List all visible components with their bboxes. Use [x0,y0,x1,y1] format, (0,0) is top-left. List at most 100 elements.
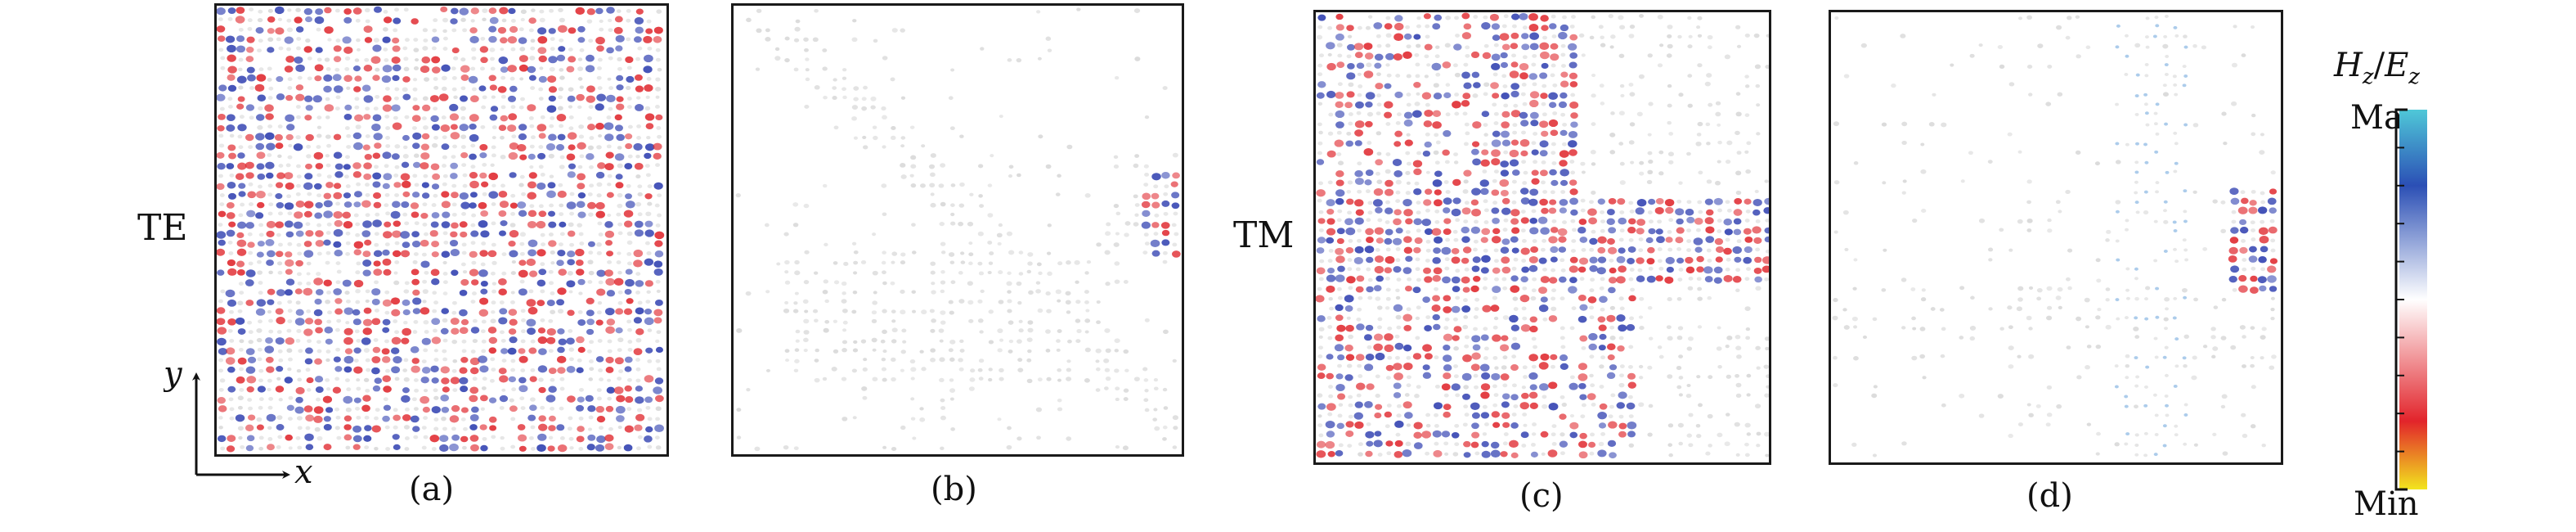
field-dot [1540,431,1549,438]
field-dot [1348,121,1353,126]
field-dot [1704,217,1714,225]
field-dot [267,153,272,157]
field-dot [2221,394,2228,399]
field-dot [1433,323,1441,331]
field-dot [1008,174,1013,178]
field-dot [1463,142,1469,147]
field-dot [343,415,352,422]
field-dot [604,163,614,171]
field-dot [1443,333,1453,341]
field-dot [2143,102,2148,106]
field-dot [1462,354,1472,363]
field-dot [410,415,420,423]
field-dot [891,251,898,256]
field-dot [1756,132,1761,136]
field-dot [1921,208,1927,213]
field-dot [372,346,381,354]
field-dot [538,165,544,169]
field-dot [558,183,563,187]
field-dot [900,289,905,294]
field-dot [1590,150,1596,155]
field-dot [626,240,633,246]
field-dot [1510,43,1519,50]
field-dot [1143,232,1149,237]
field-dot [599,377,604,382]
field-dot [1367,201,1373,205]
field-dot [1578,451,1588,459]
field-dot [431,318,441,325]
field-dot [2075,150,2081,155]
field-dot [1164,184,1169,189]
field-dot [267,309,272,314]
field-dot [490,66,496,71]
field-dot [1318,433,1324,438]
field-dot [1499,33,1510,41]
field-dot [352,142,363,151]
field-dot [596,242,602,247]
field-dot [765,28,770,33]
field-dot [852,291,858,295]
field-dot [274,133,283,142]
field-dot [306,272,311,276]
field-dot [1628,140,1635,145]
field-dot [422,406,430,413]
field-dot [346,133,352,138]
field-dot [1735,382,1742,388]
field-dot [305,426,311,431]
field-dot [361,230,371,237]
field-dot [450,18,458,25]
field-dot [557,367,566,374]
field-dot [1717,140,1722,145]
field-dot [1413,188,1422,196]
field-dot [1550,246,1559,254]
field-dot [509,398,514,403]
colorbar-title: Hz/Ez [2334,49,2420,88]
field-dot [558,268,568,276]
field-dot [1076,7,1081,11]
field-dot [363,307,372,314]
field-dot [325,154,330,158]
field-dot [304,358,313,365]
field-dot [1045,291,1051,296]
field-dot [1635,207,1645,215]
field-dot [654,377,664,385]
field-dot [559,406,564,411]
field-dot [1548,92,1559,101]
field-dot [1373,285,1382,292]
field-dot [1358,452,1363,457]
field-dot [1707,45,1712,50]
field-dot [832,86,837,90]
field-dot [567,395,576,403]
field-dot [481,241,487,246]
field-dot [1511,227,1520,234]
field-dot [460,407,469,413]
field-dot [510,105,516,110]
field-dot [530,339,536,344]
field-dot [249,7,254,11]
field-dot [1618,336,1624,340]
field-dot [626,105,632,109]
field-dot [1434,160,1440,165]
field-dot [501,18,507,23]
field-dot [2096,431,2101,436]
field-dot [1461,12,1470,20]
field-dot [606,386,616,394]
field-dot [451,426,456,431]
field-dot [1647,151,1653,156]
field-dot [1358,442,1363,447]
field-dot [1708,375,1713,380]
field-dot [353,279,364,288]
field-dot [556,355,567,363]
field-dot [567,132,577,140]
field-dot [1465,45,1470,50]
field-dot [1319,53,1325,58]
field-dot [613,26,623,34]
field-dot [792,223,799,228]
field-dot [307,56,312,61]
field-dot [412,142,420,149]
field-dot [2172,74,2177,79]
field-dot [470,7,479,15]
field-dot [1551,219,1557,223]
field-dot [1317,218,1326,224]
field-dot [558,87,564,92]
